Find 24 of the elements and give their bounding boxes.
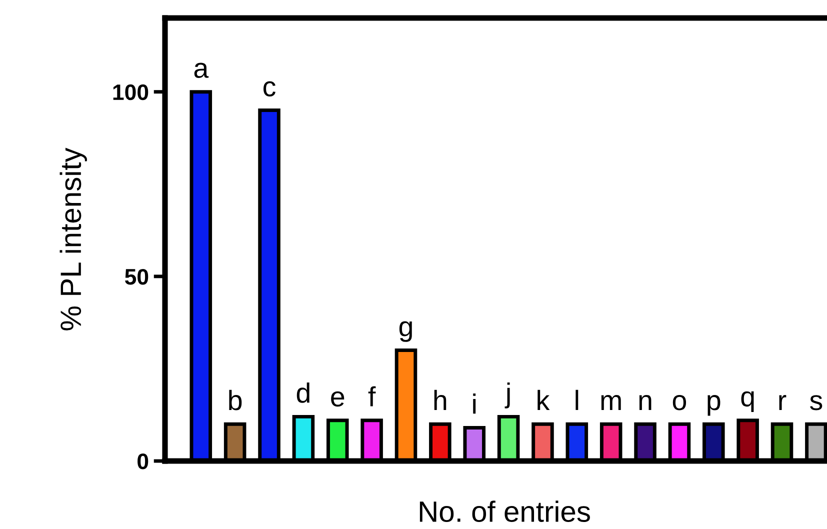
data-label: i [473,394,476,414]
y-tick-label: 50 [124,268,148,285]
data-label: m [601,395,621,410]
data-label: p [708,395,720,416]
data-label: o [672,395,686,410]
data-label: n [639,395,652,410]
x-axis-title: No. of entries [420,500,590,522]
data-label: k [538,390,550,410]
data-label: f [368,386,376,406]
data-label: e [331,391,344,407]
y-tick-label: 100 [113,84,148,100]
data-label: s [810,395,822,410]
data-label: a [194,62,209,78]
y-axis-title: % PL intensity [60,148,87,330]
y-tick-label: 0 [138,454,148,470]
data-label: r [779,395,786,410]
data-label: h [434,390,446,410]
data-label: j [504,382,510,408]
data-label: g [399,321,412,342]
data-label: d [296,382,310,403]
data-label: c [263,81,276,96]
data-label: b [229,390,242,410]
data-label: l [576,390,578,410]
data-label: q [741,391,754,412]
